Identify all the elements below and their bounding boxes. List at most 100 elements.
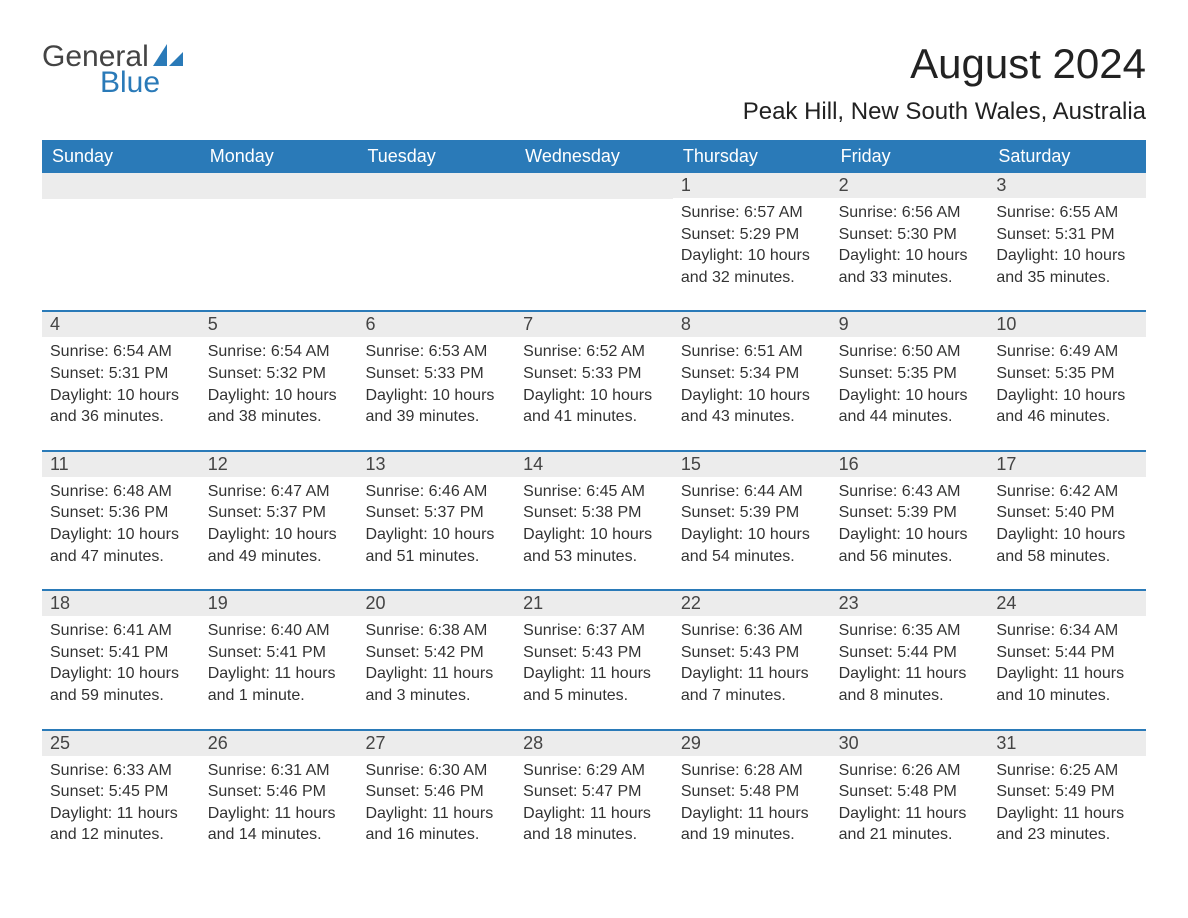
day-cell: 19Sunrise: 6:40 AMSunset: 5:41 PMDayligh… — [200, 591, 358, 714]
daylight-text: Daylight: 11 hours and 21 minutes. — [839, 803, 981, 846]
day-content: Sunrise: 6:56 AMSunset: 5:30 PMDaylight:… — [831, 198, 989, 296]
location-subtitle: Peak Hill, New South Wales, Australia — [743, 98, 1146, 126]
day-number: 8 — [673, 312, 831, 337]
day-number: 21 — [515, 591, 673, 616]
sunset-text: Sunset: 5:46 PM — [365, 781, 507, 803]
day-content: Sunrise: 6:29 AMSunset: 5:47 PMDaylight:… — [515, 756, 673, 854]
daylight-text: Daylight: 11 hours and 10 minutes. — [996, 663, 1138, 706]
logo-text-blue: Blue — [100, 66, 160, 100]
sunset-text: Sunset: 5:34 PM — [681, 363, 823, 385]
daylight-text: Daylight: 10 hours and 38 minutes. — [208, 385, 350, 428]
day-content: Sunrise: 6:26 AMSunset: 5:48 PMDaylight:… — [831, 756, 989, 854]
day-content: Sunrise: 6:30 AMSunset: 5:46 PMDaylight:… — [357, 756, 515, 854]
daylight-text: Daylight: 10 hours and 59 minutes. — [50, 663, 192, 706]
page-header: General Blue August 2024 Peak Hill, New … — [42, 40, 1146, 126]
day-number: 5 — [200, 312, 358, 337]
sunrise-text: Sunrise: 6:38 AM — [365, 620, 507, 642]
sunrise-text: Sunrise: 6:47 AM — [208, 481, 350, 503]
day-cell: 31Sunrise: 6:25 AMSunset: 5:49 PMDayligh… — [988, 731, 1146, 854]
day-number: 4 — [42, 312, 200, 337]
day-content: Sunrise: 6:54 AMSunset: 5:31 PMDaylight:… — [42, 337, 200, 435]
day-content: Sunrise: 6:49 AMSunset: 5:35 PMDaylight:… — [988, 337, 1146, 435]
sunrise-text: Sunrise: 6:29 AM — [523, 760, 665, 782]
sunset-text: Sunset: 5:40 PM — [996, 502, 1138, 524]
sunset-text: Sunset: 5:33 PM — [365, 363, 507, 385]
sunset-text: Sunset: 5:46 PM — [208, 781, 350, 803]
day-content: Sunrise: 6:48 AMSunset: 5:36 PMDaylight:… — [42, 477, 200, 575]
day-number: 28 — [515, 731, 673, 756]
day-content: Sunrise: 6:51 AMSunset: 5:34 PMDaylight:… — [673, 337, 831, 435]
day-number: 23 — [831, 591, 989, 616]
daylight-text: Daylight: 11 hours and 16 minutes. — [365, 803, 507, 846]
day-cell: 3Sunrise: 6:55 AMSunset: 5:31 PMDaylight… — [988, 173, 1146, 296]
sunrise-text: Sunrise: 6:28 AM — [681, 760, 823, 782]
sunset-text: Sunset: 5:39 PM — [839, 502, 981, 524]
empty-day-bar — [200, 173, 358, 199]
day-cell: 24Sunrise: 6:34 AMSunset: 5:44 PMDayligh… — [988, 591, 1146, 714]
week-row: 1Sunrise: 6:57 AMSunset: 5:29 PMDaylight… — [42, 173, 1146, 296]
calendar: SundayMondayTuesdayWednesdayThursdayFrid… — [42, 140, 1146, 854]
day-content: Sunrise: 6:35 AMSunset: 5:44 PMDaylight:… — [831, 616, 989, 714]
day-cell — [515, 173, 673, 296]
week-row: 18Sunrise: 6:41 AMSunset: 5:41 PMDayligh… — [42, 589, 1146, 714]
day-cell — [42, 173, 200, 296]
sunset-text: Sunset: 5:31 PM — [50, 363, 192, 385]
day-number: 16 — [831, 452, 989, 477]
day-cell: 13Sunrise: 6:46 AMSunset: 5:37 PMDayligh… — [357, 452, 515, 575]
daylight-text: Daylight: 10 hours and 44 minutes. — [839, 385, 981, 428]
day-content: Sunrise: 6:31 AMSunset: 5:46 PMDaylight:… — [200, 756, 358, 854]
week-row: 25Sunrise: 6:33 AMSunset: 5:45 PMDayligh… — [42, 729, 1146, 854]
day-number: 15 — [673, 452, 831, 477]
sunset-text: Sunset: 5:45 PM — [50, 781, 192, 803]
sunset-text: Sunset: 5:30 PM — [839, 224, 981, 246]
day-cell: 22Sunrise: 6:36 AMSunset: 5:43 PMDayligh… — [673, 591, 831, 714]
daylight-text: Daylight: 10 hours and 39 minutes. — [365, 385, 507, 428]
day-number: 13 — [357, 452, 515, 477]
day-number: 9 — [831, 312, 989, 337]
sunset-text: Sunset: 5:29 PM — [681, 224, 823, 246]
day-cell: 16Sunrise: 6:43 AMSunset: 5:39 PMDayligh… — [831, 452, 989, 575]
day-cell: 4Sunrise: 6:54 AMSunset: 5:31 PMDaylight… — [42, 312, 200, 435]
day-content: Sunrise: 6:52 AMSunset: 5:33 PMDaylight:… — [515, 337, 673, 435]
sunrise-text: Sunrise: 6:31 AM — [208, 760, 350, 782]
sunrise-text: Sunrise: 6:45 AM — [523, 481, 665, 503]
day-number: 20 — [357, 591, 515, 616]
daylight-text: Daylight: 10 hours and 47 minutes. — [50, 524, 192, 567]
day-number: 24 — [988, 591, 1146, 616]
day-content: Sunrise: 6:34 AMSunset: 5:44 PMDaylight:… — [988, 616, 1146, 714]
daylight-text: Daylight: 10 hours and 46 minutes. — [996, 385, 1138, 428]
day-cell: 18Sunrise: 6:41 AMSunset: 5:41 PMDayligh… — [42, 591, 200, 714]
daylight-text: Daylight: 11 hours and 23 minutes. — [996, 803, 1138, 846]
day-number: 31 — [988, 731, 1146, 756]
sunset-text: Sunset: 5:49 PM — [996, 781, 1138, 803]
weeks-container: 1Sunrise: 6:57 AMSunset: 5:29 PMDaylight… — [42, 173, 1146, 854]
sunset-text: Sunset: 5:47 PM — [523, 781, 665, 803]
day-number: 25 — [42, 731, 200, 756]
sunrise-text: Sunrise: 6:54 AM — [50, 341, 192, 363]
day-cell: 30Sunrise: 6:26 AMSunset: 5:48 PMDayligh… — [831, 731, 989, 854]
day-number: 29 — [673, 731, 831, 756]
day-cell: 7Sunrise: 6:52 AMSunset: 5:33 PMDaylight… — [515, 312, 673, 435]
sunset-text: Sunset: 5:36 PM — [50, 502, 192, 524]
day-content: Sunrise: 6:41 AMSunset: 5:41 PMDaylight:… — [42, 616, 200, 714]
sunrise-text: Sunrise: 6:36 AM — [681, 620, 823, 642]
day-cell: 15Sunrise: 6:44 AMSunset: 5:39 PMDayligh… — [673, 452, 831, 575]
title-block: August 2024 Peak Hill, New South Wales, … — [743, 40, 1146, 126]
daylight-text: Daylight: 10 hours and 32 minutes. — [681, 245, 823, 288]
day-cell — [357, 173, 515, 296]
daylight-text: Daylight: 10 hours and 51 minutes. — [365, 524, 507, 567]
sunrise-text: Sunrise: 6:56 AM — [839, 202, 981, 224]
sunset-text: Sunset: 5:37 PM — [208, 502, 350, 524]
daylight-text: Daylight: 11 hours and 8 minutes. — [839, 663, 981, 706]
day-content: Sunrise: 6:43 AMSunset: 5:39 PMDaylight:… — [831, 477, 989, 575]
day-cell: 8Sunrise: 6:51 AMSunset: 5:34 PMDaylight… — [673, 312, 831, 435]
daylight-text: Daylight: 10 hours and 36 minutes. — [50, 385, 192, 428]
day-number: 19 — [200, 591, 358, 616]
sunset-text: Sunset: 5:35 PM — [996, 363, 1138, 385]
sunset-text: Sunset: 5:37 PM — [365, 502, 507, 524]
sunrise-text: Sunrise: 6:48 AM — [50, 481, 192, 503]
day-cell: 6Sunrise: 6:53 AMSunset: 5:33 PMDaylight… — [357, 312, 515, 435]
daylight-text: Daylight: 11 hours and 1 minute. — [208, 663, 350, 706]
day-content: Sunrise: 6:25 AMSunset: 5:49 PMDaylight:… — [988, 756, 1146, 854]
week-row: 11Sunrise: 6:48 AMSunset: 5:36 PMDayligh… — [42, 450, 1146, 575]
